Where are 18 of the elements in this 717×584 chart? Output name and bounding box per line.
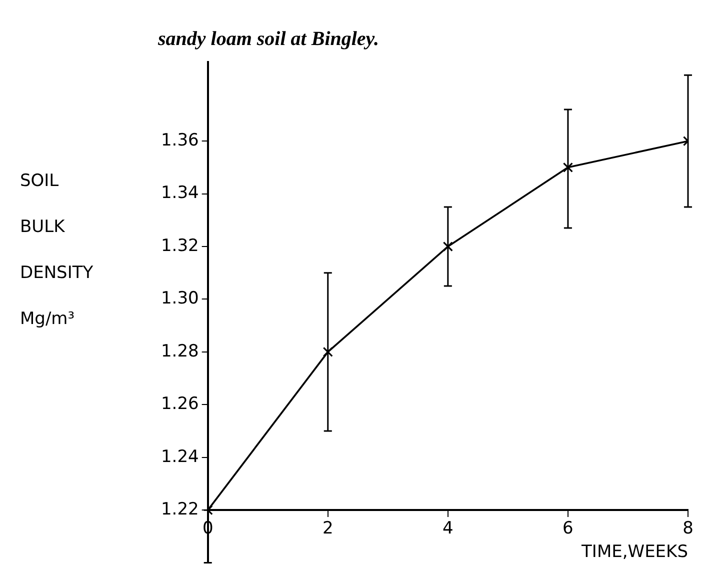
point bbox=[562, 162, 574, 172]
x-tick-label: 2 bbox=[322, 518, 334, 539]
y-tick-label: 1.24 bbox=[160, 446, 199, 467]
x-axis-title: TIME,WEEKS bbox=[580, 542, 688, 562]
y-tick-label: 1.22 bbox=[160, 500, 199, 520]
chart-title: sandy loam soil at Bingley. bbox=[157, 28, 379, 50]
y-tick-label: 1.34 bbox=[160, 183, 199, 204]
x-tick-label: 6 bbox=[562, 518, 574, 539]
x-tick-label: 4 bbox=[442, 518, 454, 539]
y-tick-label: 1.30 bbox=[160, 288, 199, 309]
y-tick-label: 1.28 bbox=[160, 341, 199, 362]
point bbox=[322, 346, 333, 357]
point bbox=[442, 241, 453, 252]
y-tick-label: 1.26 bbox=[160, 394, 199, 414]
text: SOIL BULK DENSITY Mg/m³ bbox=[20, 171, 94, 329]
y-tick-label: 1.32 bbox=[160, 236, 199, 256]
x-tick-label: 8 bbox=[682, 518, 694, 539]
y-tick-label: 1.36 bbox=[160, 130, 199, 150]
